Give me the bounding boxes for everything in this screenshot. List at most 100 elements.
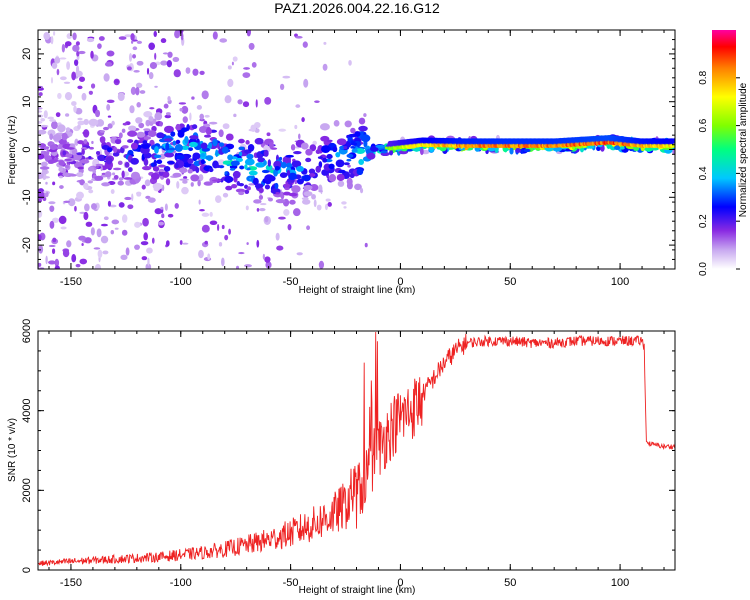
heatmap-cell: [237, 99, 243, 105]
heatmap-cell: [74, 138, 79, 146]
heatmap-cell: [344, 120, 352, 128]
y-tick-label: -20: [21, 237, 33, 253]
heatmap-cell: [125, 247, 130, 256]
heatmap-cell: [515, 148, 522, 154]
heatmap-cell: [107, 123, 113, 129]
heatmap-cell: [106, 99, 115, 104]
heatmap-cell: [188, 141, 198, 148]
heatmap-cell: [38, 140, 42, 147]
heatmap-cell: [54, 56, 61, 64]
heatmap-cell: [204, 134, 211, 138]
heatmap-cell: [42, 196, 47, 202]
heatmap-cell: [301, 197, 309, 201]
heatmap-cell: [63, 81, 71, 84]
heatmap-cell: [81, 92, 87, 101]
heatmap-cell: [520, 148, 524, 154]
heatmap-cell: [305, 148, 313, 156]
heatmap-cell: [310, 184, 319, 192]
heatmap-cell: [114, 227, 119, 230]
heatmap-cell: [147, 197, 156, 203]
heatmap-cell: [45, 181, 48, 185]
heatmap-cell: [167, 95, 171, 102]
heatmap-cell: [296, 178, 304, 185]
heatmap-cell: [335, 151, 341, 158]
heatmap-cell: [51, 62, 58, 69]
heatmap-cell: [64, 158, 72, 162]
heatmap-cell: [278, 216, 286, 220]
heatmap-cell: [247, 144, 255, 152]
heatmap-cell: [228, 228, 231, 235]
heatmap-cell: [136, 40, 143, 44]
heatmap-cell: [62, 150, 67, 156]
heatmap-cell: [50, 36, 54, 45]
y-tick-label: -10: [21, 189, 33, 205]
heatmap-cell: [107, 200, 112, 207]
heatmap-cell: [218, 129, 224, 138]
heatmap-cell: [244, 189, 250, 194]
heatmap-cell: [191, 124, 198, 130]
heatmap-cell: [48, 260, 56, 265]
heatmap-cell: [102, 250, 109, 255]
heatmap-cell: [93, 247, 101, 250]
heatmap-cell: [236, 265, 240, 269]
heatmap-cell: [178, 102, 187, 105]
heatmap-cell: [587, 145, 595, 149]
heatmap-cell: [38, 153, 45, 160]
heatmap-cell: [74, 59, 79, 67]
heatmap-cell: [215, 149, 219, 157]
heatmap-cell: [143, 128, 151, 132]
heatmap-cell: [60, 226, 67, 230]
heatmap-cell: [264, 216, 269, 223]
heatmap-cell: [148, 72, 154, 80]
heatmap-cell: [79, 258, 88, 265]
heatmap-cell: [227, 65, 232, 70]
heatmap-cell: [315, 149, 321, 155]
heatmap-cell: [264, 256, 271, 263]
heatmap-cell: [327, 147, 332, 151]
heatmap-cell: [267, 197, 273, 202]
heatmap-cell: [97, 249, 103, 259]
heatmap-cell: [205, 127, 212, 135]
heatmap-cell: [242, 101, 250, 108]
heatmap-cell: [79, 159, 90, 164]
heatmap-cell: [179, 167, 188, 174]
heatmap-cell: [288, 172, 298, 181]
heatmap-cell: [77, 117, 83, 121]
heatmap-cell: [81, 148, 85, 156]
x-tick-label: 50: [504, 577, 516, 589]
heatmap-cell: [337, 180, 345, 187]
snr-x-label: Height of straight line (km): [299, 585, 416, 596]
heatmap-cell: [117, 180, 124, 186]
x-tick-label: 0: [397, 577, 403, 589]
heatmap-cell: [246, 153, 254, 160]
heatmap-cell: [46, 149, 50, 156]
heatmap-cell: [189, 112, 192, 121]
heatmap-cell: [258, 194, 264, 200]
heatmap-cell: [283, 209, 290, 216]
heatmap-cell: [141, 256, 148, 261]
heatmap-cell: [136, 131, 146, 138]
heatmap-cell: [350, 127, 356, 134]
heatmap-cell: [118, 36, 127, 40]
heatmap-cell: [59, 57, 67, 60]
heatmap-cell: [73, 153, 82, 161]
heatmap-cell: [65, 153, 73, 158]
heatmap-cell: [227, 78, 234, 88]
heatmap-cell: [263, 160, 267, 166]
heatmap-cell: [195, 166, 200, 174]
heatmap-cell: [130, 142, 138, 150]
heatmap-cell: [246, 242, 249, 246]
heatmap-cell: [285, 162, 293, 169]
heatmap-cell: [112, 152, 120, 157]
heatmap-cell: [72, 44, 80, 52]
heatmap-cell: [99, 130, 105, 133]
x-tick-label: 0: [397, 276, 403, 288]
heatmap-cell: [134, 221, 141, 228]
heatmap-cell: [280, 161, 287, 169]
heatmap-cell: [244, 264, 252, 268]
heatmap-cell: [38, 209, 43, 218]
heatmap-cell: [121, 128, 126, 133]
heatmap-cell: [94, 109, 101, 118]
heatmap-cell: [117, 160, 123, 166]
heatmap-cell: [104, 171, 112, 178]
